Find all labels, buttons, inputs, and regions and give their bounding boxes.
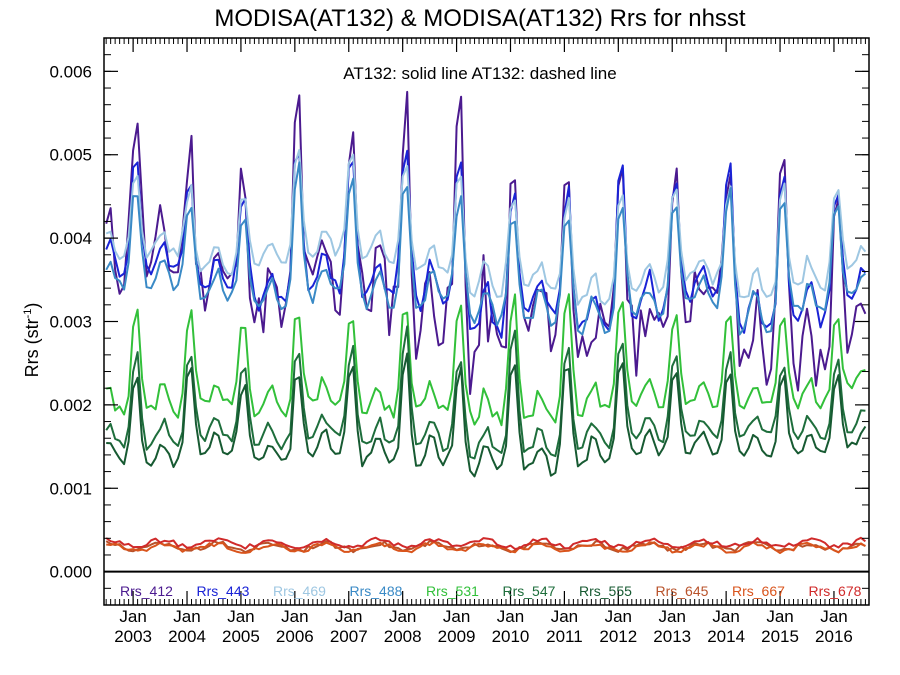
x-tick-year-label: 2008: [384, 627, 422, 646]
x-tick-year-label: 2006: [276, 627, 314, 646]
chart-title: MODISA(AT132) & MODISA(AT132) Rrs for nh…: [214, 5, 746, 32]
series-line-rrs-547: [105, 325, 866, 460]
x-tick-year-label: 2016: [815, 627, 853, 646]
legend-entry-rrs-555: Rrs_555: [579, 583, 632, 599]
x-tick-month-label: Jan: [227, 607, 254, 626]
x-tick-month-label: Jan: [659, 607, 686, 626]
y-tick-label: 0.006: [49, 62, 92, 81]
x-tick-year-label: 2015: [761, 627, 799, 646]
legend-entry-rrs-531: Rrs_531: [426, 583, 479, 599]
x-tick-month-label: Jan: [605, 607, 632, 626]
legend-entry-rrs-412: Rrs_412: [120, 583, 173, 599]
series-line-rrs-678: [105, 536, 867, 550]
y-tick-label: 0.003: [49, 313, 92, 332]
x-tick-month-label: Jan: [443, 607, 470, 626]
legend-entry-rrs-443: Rrs_443: [197, 583, 250, 599]
y-tick-label: 0.004: [49, 229, 92, 248]
x-tick-month-label: Jan: [281, 607, 308, 626]
x-tick-year-label: 2011: [546, 627, 583, 646]
x-tick-year-label: 2009: [438, 627, 476, 646]
series-line-rrs-469: [105, 148, 867, 306]
y-axis-label-sup: -1: [22, 309, 34, 319]
x-tick-month-label: Jan: [389, 607, 416, 626]
legend-entry-rrs-547: Rrs_547: [503, 583, 556, 599]
y-axis-label-close: ): [22, 303, 42, 309]
x-tick-year-label: 2014: [707, 627, 745, 646]
y-tick-label: 0.002: [49, 396, 92, 415]
x-tick-month-label: Jan: [173, 607, 200, 626]
legend-entry-rrs-667: Rrs_667: [732, 583, 785, 599]
series-line-rrs-488: [105, 161, 867, 336]
legend-entry-rrs-469: Rrs_469: [273, 583, 326, 599]
series-line-rrs-531: [106, 293, 866, 427]
x-tick-year-label: 2004: [168, 627, 206, 646]
x-tick-month-label: Jan: [820, 607, 847, 626]
x-tick-month-label: Jan: [712, 607, 739, 626]
x-tick-year-label: 2010: [492, 627, 530, 646]
y-axis-label: Rrs (str-1): [22, 303, 42, 378]
y-tick-label: 0.000: [49, 563, 92, 582]
x-tick-year-label: 2013: [653, 627, 691, 646]
series-line-rrs-443: [105, 149, 867, 339]
x-tick-year-label: 2007: [330, 627, 368, 646]
x-tick-month-label: Jan: [551, 607, 578, 626]
y-tick-label: 0.005: [49, 146, 92, 165]
series-line-rrs-555: [106, 352, 867, 478]
x-tick-year-label: 2012: [599, 627, 637, 646]
y-axis-label-main: Rrs (str: [22, 318, 42, 377]
chart-subtitle: AT132: solid line AT132: dashed line: [343, 64, 616, 83]
x-tick-month-label: Jan: [119, 607, 146, 626]
legend-entry-rrs-678: Rrs_678: [809, 583, 862, 599]
series-line-rrs-667: [106, 540, 866, 554]
plot-area: 0.0000.0010.0020.0030.0040.0050.006Jan20…: [49, 37, 870, 646]
x-tick-month-label: Jan: [335, 607, 362, 626]
x-tick-month-label: Jan: [766, 607, 793, 626]
legend-entry-rrs-645: Rrs_645: [656, 583, 709, 599]
x-tick-year-label: 2003: [114, 627, 152, 646]
legend-entry-rrs-488: Rrs_488: [350, 583, 403, 599]
x-tick-year-label: 2005: [222, 627, 260, 646]
x-tick-month-label: Jan: [497, 607, 524, 626]
y-tick-label: 0.001: [49, 479, 92, 498]
